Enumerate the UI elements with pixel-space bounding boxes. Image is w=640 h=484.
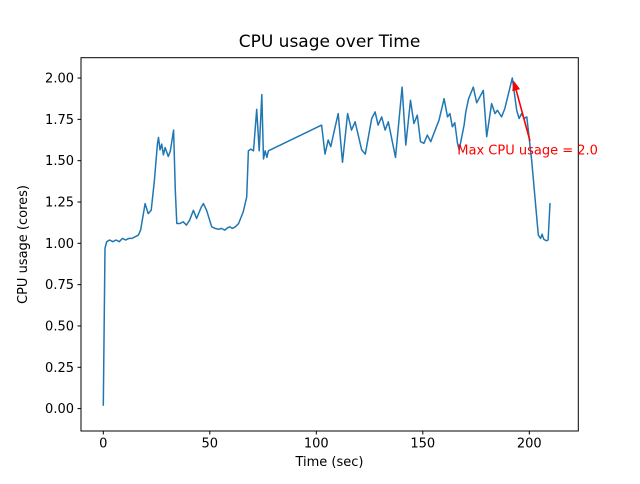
x-tick-label: 50	[202, 437, 219, 452]
x-tick-label: 150	[410, 437, 435, 452]
max-cpu-annotation-text: Max CPU usage = 2.0	[457, 143, 598, 158]
y-tick-label: 0.75	[45, 278, 74, 293]
x-tick-label: 100	[304, 437, 329, 452]
y-tick-label: 1.25	[45, 195, 74, 210]
annotation-arrow-head	[512, 80, 521, 92]
axis-ticks: 0 50 100 150 200 0.00 0.25 0.50 0.75 1.00 1.25 1.50…	[45, 72, 542, 452]
y-tick-label: 1.75	[45, 113, 74, 128]
x-axis-label: Time (sec)	[294, 455, 363, 470]
x-tick-label: 200	[517, 437, 542, 452]
y-tick-label: 1.00	[45, 237, 74, 252]
y-tick-label: 1.50	[45, 154, 74, 169]
annotation-arrow-group	[512, 80, 531, 142]
annotation-arrow-shaft	[515, 89, 531, 142]
axes-spines	[80, 57, 579, 432]
series-lines	[102, 77, 551, 407]
y-axis-label: CPU usage (cores)	[16, 185, 31, 304]
x-tick-label: 0	[99, 437, 107, 452]
cpu-usage-line	[102, 77, 551, 407]
y-tick-label: 0.00	[45, 402, 74, 417]
y-tick-label: 0.50	[45, 319, 74, 334]
y-tick-label: 2.00	[45, 72, 74, 87]
chart-title: CPU usage over Time	[239, 32, 421, 52]
y-tick-label: 0.25	[45, 361, 74, 376]
